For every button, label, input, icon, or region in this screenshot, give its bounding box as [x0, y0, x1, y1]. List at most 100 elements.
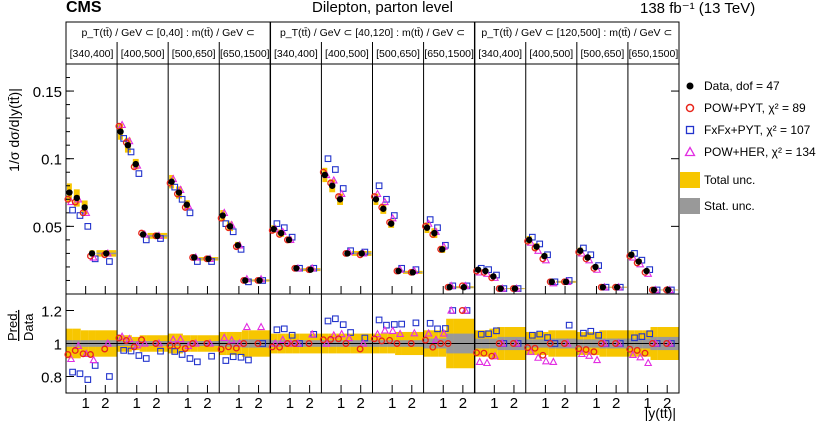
pow-her-ratio-point: [651, 338, 660, 347]
pow-pyt-ratio-point: [612, 340, 619, 347]
pow-her-ratio-point: [482, 358, 492, 367]
fxfx-pyt-ratio-point: [347, 329, 354, 336]
data-point: [205, 255, 212, 263]
pow-pyt-ratio-point: [319, 336, 327, 344]
pow-her-ratio-point: [256, 322, 266, 331]
pow-her-ratio-point: [644, 358, 653, 367]
plot-title: Dilepton, parton level: [312, 0, 453, 16]
legend-entry-fxfx-pyt: FxFx+PYT, χ² = 107: [680, 120, 820, 142]
pow-pyt-ratio-point: [370, 335, 378, 343]
pow-her-ratio-point: [534, 353, 543, 361]
pow-her-ratio-point: [447, 305, 456, 314]
data-point: [277, 229, 285, 237]
pow-pyt-ratio-point: [291, 340, 299, 347]
x-tick-label: 2: [408, 395, 416, 412]
x-tick-label: 2: [510, 395, 518, 412]
fxfx-pyt-ratio-point: [280, 325, 288, 333]
fxfx-pyt-ratio-point: [398, 320, 406, 328]
data-point: [270, 225, 277, 233]
fxfx-pyt-point: [273, 220, 281, 227]
mass-bin-label: [500,650]: [376, 48, 420, 60]
fxfx-pyt-ratio-point: [426, 319, 434, 327]
fxfx-pyt-ratio-point: [120, 347, 128, 354]
data-point: [190, 254, 198, 261]
pow-pyt-ratio-point: [378, 337, 386, 345]
pow-pyt-ratio-point: [539, 351, 547, 359]
data-point: [431, 229, 438, 237]
pow-pyt-ratio-point: [561, 340, 568, 347]
fxfx-pyt-point: [69, 206, 76, 214]
fxfx-pyt-point: [186, 209, 194, 217]
fxfx-pyt-point: [178, 195, 186, 203]
pow-her-ratio-point: [322, 338, 331, 347]
data-point: [541, 252, 548, 260]
legend-label: Stat. unc.: [704, 199, 755, 213]
pow-pyt-ratio-point: [458, 307, 466, 314]
fxfx-pyt-ratio-point: [288, 331, 296, 339]
mass-bin-label: [340,400]: [478, 48, 522, 60]
x-tick-label: 2: [152, 395, 160, 412]
ratio-y-tick-label: 0.8: [41, 370, 62, 387]
pow-pyt-ratio-point: [87, 351, 94, 358]
pow-pyt-ratio-point: [225, 343, 232, 351]
fxfx-pyt-ratio-point: [178, 351, 186, 358]
pow-her-ratio-point: [577, 349, 586, 357]
fxfx-pyt-ratio-point: [638, 333, 646, 340]
pow-pyt-ratio-point: [254, 340, 262, 347]
fxfx-pyt-ratio-point: [69, 368, 76, 376]
pow-pyt-ratio-point: [444, 340, 452, 347]
pow-her-ratio-point: [563, 338, 572, 347]
legend-label: POW+HER, χ² = 134: [704, 145, 816, 159]
x-axis-label: |y(tt̄)|: [645, 405, 676, 421]
data-point: [584, 254, 591, 261]
pow-her-ratio-point: [636, 352, 645, 361]
pow-her-ratio-point: [600, 338, 609, 347]
data-point: [490, 273, 497, 280]
total-unc-swatch-icon: [680, 172, 700, 188]
fxfx-pyt-ratio-point: [646, 330, 654, 338]
data-point: [234, 242, 242, 249]
pow-pyt-ratio-point: [590, 348, 598, 356]
pow-her-ratio-point: [227, 335, 236, 344]
data-point: [628, 251, 635, 258]
data-point: [285, 236, 293, 244]
data-point: [643, 267, 650, 275]
fxfx-pyt-ratio-point: [222, 357, 230, 364]
mass-bin-label: [400,500]: [529, 48, 573, 60]
pow-her-point: [82, 208, 91, 216]
fxfx-pyt-point: [339, 185, 347, 192]
x-tick-label: 2: [663, 395, 671, 412]
fxfx-pyt-ratio-point: [157, 347, 164, 355]
data-point: [482, 267, 489, 275]
ratio-y-tick-label: 1: [54, 337, 62, 354]
mass-bin-label: [500,650]: [172, 48, 216, 60]
fxfx-pyt-ratio-point: [536, 330, 544, 338]
pow-pyt-ratio-point: [101, 345, 109, 353]
x-tick-label: 1: [592, 395, 600, 412]
pow-her-ratio-point: [498, 338, 507, 347]
fxfx-pyt-ratio-point: [208, 352, 215, 360]
fxfx-pyt-ratio-point: [375, 316, 383, 324]
pow-pyt-ratio-point: [488, 352, 496, 360]
pow-her-ratio-point: [205, 338, 215, 347]
data-point: [88, 250, 96, 257]
pow-pyt-ratio-point: [524, 344, 532, 352]
fxfx-pyt-point: [127, 148, 135, 156]
fxfx-pyt-point: [375, 182, 383, 190]
mass-bin-label: [400,500]: [121, 48, 165, 60]
legend-label: Total unc.: [704, 173, 756, 187]
data-point: [344, 250, 351, 257]
pow-her-ratio-point: [439, 328, 448, 337]
x-tick-label: 1: [133, 395, 141, 412]
fxfx-pyt-point: [229, 228, 237, 236]
fxfx-pyt-point: [135, 170, 143, 177]
pow-her-ratio-point: [74, 341, 83, 349]
data-point: [497, 285, 504, 292]
data-point: [139, 231, 147, 238]
x-tick-label: 2: [612, 395, 620, 412]
fxfx-pyt-ratio-point: [171, 348, 179, 355]
pow-her-ratio-point: [242, 322, 251, 331]
pow-her-ratio-point: [154, 338, 164, 347]
data-point: [73, 194, 81, 202]
